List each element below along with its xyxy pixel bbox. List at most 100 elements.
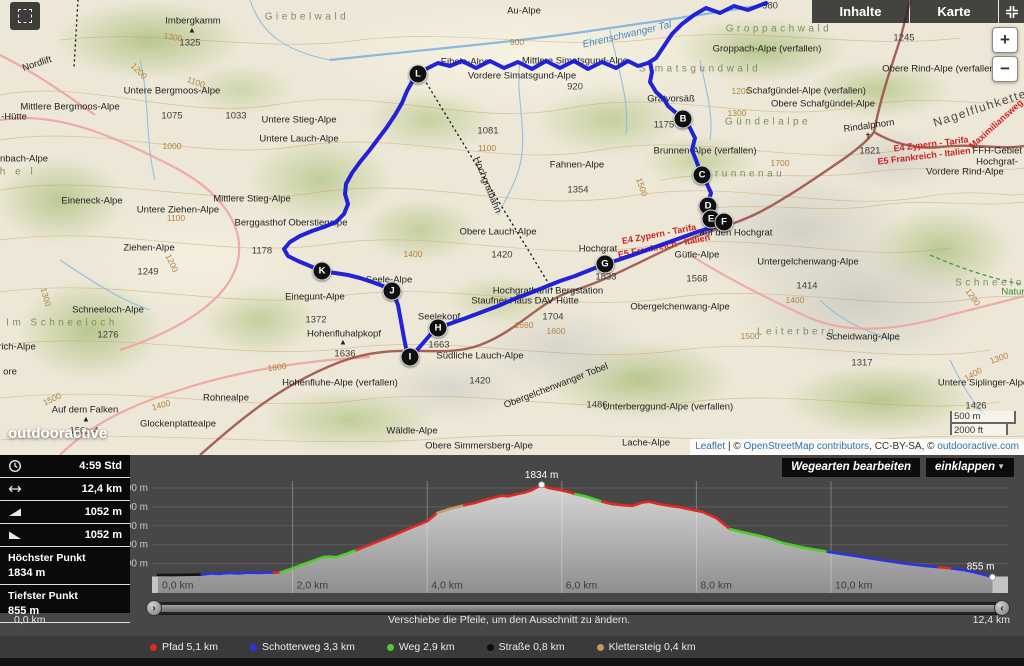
bottom-strip — [0, 658, 1024, 666]
x-axis-label: 6,0 km — [566, 580, 598, 592]
slider-start-label: 0,0 km — [14, 614, 46, 626]
legend-dot — [150, 643, 157, 651]
selection-tool-button[interactable] — [10, 2, 40, 30]
profile-segment-Schotterweg — [826, 550, 940, 569]
stat-block-label: Tiefster Punkt — [8, 590, 78, 602]
waypoint-marker-C[interactable]: C — [692, 165, 712, 185]
profile-segment-Pfad — [462, 483, 577, 507]
end-label: 855 m — [967, 561, 995, 572]
waypoint-marker-J[interactable]: J — [382, 281, 402, 301]
waypoint-marker-B[interactable]: B — [673, 109, 693, 129]
zoom-in-button[interactable]: + — [992, 27, 1018, 53]
chevron-down-icon: ▼ — [997, 462, 1005, 471]
waypoint-marker-H[interactable]: H — [428, 318, 448, 338]
end-point — [989, 573, 997, 581]
slider-fill — [151, 605, 1005, 612]
waypoint-marker-F[interactable]: F — [714, 212, 734, 232]
x-axis-label: 4,0 km — [431, 580, 463, 592]
profile-segment-Weg — [279, 548, 358, 574]
watermark: outdooractive — [8, 425, 108, 442]
descent-icon — [9, 531, 21, 539]
map-style-button[interactable]: Karte — [910, 0, 998, 23]
legend-label: Klettersteig 0,4 km — [608, 641, 696, 653]
waypoint-marker-G[interactable]: G — [595, 254, 615, 274]
contents-button[interactable]: Inhalte — [812, 0, 909, 23]
legend-label: Pfad 5,1 km — [162, 641, 219, 653]
fullscreen-button[interactable] — [999, 0, 1024, 23]
stat-block: Höchster Punkt 1834 m — [0, 547, 130, 585]
legend-label: Straße 0,8 km — [498, 641, 565, 653]
profile-segment-Klettersteig — [436, 503, 466, 515]
y-axis-label: 1400 m — [115, 521, 148, 532]
selection-icon — [18, 9, 32, 23]
tour-stats-panel: 4:59 Std 12,4 km 1052 m 1052 m Höchster Punk… — [0, 455, 130, 623]
ascent-icon — [9, 508, 21, 516]
collapse-label: einklappen — [935, 461, 996, 473]
stat-value: 1052 m — [84, 529, 122, 541]
x-axis-label: 8,0 km — [700, 580, 732, 592]
slider-caption: Verschiebe die Pfeile, um den Ausschnitt… — [387, 614, 631, 626]
stat-value: 12,4 km — [81, 483, 122, 495]
profile-segment-Pfad — [355, 511, 439, 552]
osm-link[interactable]: OpenStreetMap contributors — [743, 441, 870, 452]
profile-segment-Pfad — [937, 565, 954, 570]
profile-segment-Straße — [156, 573, 203, 577]
profile-segment-Weg — [574, 492, 604, 503]
elevation-panel: 1800 m 1600 m 1400 m 1200 m 1000 m 0,0 km 2,0 … — [0, 455, 1024, 666]
stat-block-label: Höchster Punkt — [8, 552, 86, 564]
stat-block-value: 855 m — [8, 605, 40, 617]
y-axis-label: 1600 m — [115, 502, 148, 513]
x-axis-label: 10,0 km — [835, 580, 873, 592]
slider-labels: 0,0 km Verschiebe die Pfeile, um den Aus… — [0, 614, 1024, 626]
profile-segment-Weg — [728, 527, 829, 554]
elevation-area — [158, 484, 993, 593]
map-canvas[interactable]: Imbergkamm ▲ 1325 Giebelwald Nordlift Untere … — [0, 0, 1024, 455]
slider-handle-right[interactable]: ‹ — [994, 600, 1010, 616]
stat-block: Tiefster Punkt 855 m — [0, 585, 130, 623]
collapse-button[interactable]: einklappen ▼ — [926, 458, 1014, 477]
stat-value: 1052 m — [84, 506, 122, 518]
legend-label: Weg 2,9 km — [398, 641, 455, 653]
peak-point — [538, 481, 546, 489]
waypoint-marker-L[interactable]: L — [408, 64, 428, 84]
stat-row-distance: 12,4 km — [0, 478, 130, 501]
map-topbar: Inhalte Karte — [812, 0, 1024, 23]
legend-item: Klettersteig 0,4 km — [596, 641, 696, 653]
range-slider[interactable]: › ‹ — [146, 600, 1010, 616]
profile-segment-Schotterweg — [200, 571, 276, 576]
waypoint-marker-I[interactable]: I — [400, 347, 420, 367]
slider-handle-left[interactable]: › — [146, 600, 162, 616]
legend-dot — [386, 643, 394, 651]
legend-dot — [596, 643, 604, 651]
stat-block-value: 1834 m — [8, 567, 46, 579]
fullscreen-icon — [1005, 5, 1018, 18]
zoom-control: + − — [992, 27, 1018, 82]
outdooractive-link[interactable]: outdooractive.com — [937, 441, 1019, 452]
attribution-license: , CC-BY-SA, © — [869, 441, 938, 452]
zoom-out-button[interactable]: − — [992, 56, 1018, 82]
clock-icon — [8, 459, 22, 473]
stat-row-clock: 4:59 Std — [0, 455, 130, 478]
x-axis-label: 2,0 km — [297, 580, 329, 592]
legend-item: Weg 2,9 km — [386, 641, 455, 653]
slider-end-label: 12,4 km — [972, 614, 1010, 626]
legend-dot — [486, 643, 494, 651]
distance-icon — [8, 485, 22, 493]
y-axis-label: 1200 m — [115, 540, 148, 551]
x-axis-label: 0,0 km — [162, 580, 194, 592]
attribution: Leaflet | © OpenStreetMap contributors, … — [690, 439, 1024, 455]
edit-waytypes-button[interactable]: Wegearten bearbeiten — [782, 458, 920, 477]
scale-control: 500 m 2000 ft — [950, 411, 1016, 436]
legend-dot — [250, 643, 258, 651]
waypoint-marker-K[interactable]: K — [312, 261, 332, 281]
stat-row-ascent: 1052 m — [0, 501, 130, 524]
legend-item: Straße 0,8 km — [486, 641, 565, 653]
profile-segment-Pfad — [600, 500, 732, 531]
stat-row-descent: 1052 m — [0, 524, 130, 547]
y-axis-label: 1800 m — [115, 483, 148, 494]
elevation-chart[interactable]: 1800 m 1600 m 1400 m 1200 m 1000 m 0,0 km 2,0 … — [0, 455, 1024, 666]
attribution-copyright: © — [733, 441, 744, 452]
stat-value: 4:59 Std — [79, 460, 122, 472]
leaflet-link[interactable]: Leaflet — [695, 441, 726, 452]
legend-label: Schotterweg 3,3 km — [262, 641, 355, 653]
